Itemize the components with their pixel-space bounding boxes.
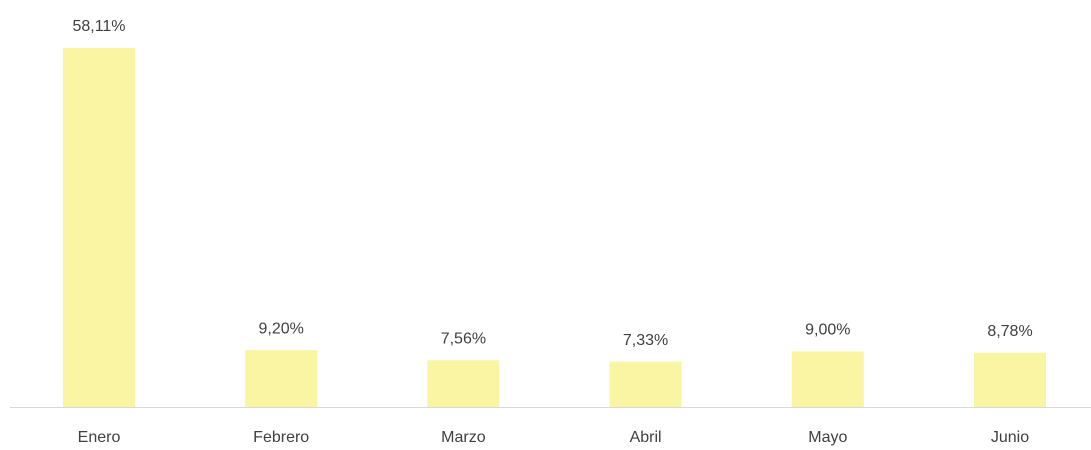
data-label: 58,11% (72, 18, 125, 35)
data-label: 8,78% (987, 323, 1032, 340)
bar (609, 361, 682, 407)
bar (427, 360, 500, 407)
x-tick-label: Enero (78, 429, 121, 446)
x-tick-label: Mayo (808, 429, 847, 446)
bar (974, 352, 1046, 407)
bar (791, 351, 864, 407)
bar (245, 350, 318, 407)
x-tick-label: Febrero (253, 429, 309, 446)
data-label: 9,20% (259, 320, 304, 337)
x-tick-label: Abril (630, 429, 662, 446)
data-label: 7,56% (441, 331, 486, 348)
x-tick-label: Marzo (441, 429, 486, 446)
data-label: 7,33% (623, 332, 668, 349)
x-tick-label: Junio (991, 429, 1029, 446)
data-label: 9,00% (805, 322, 850, 339)
bar (63, 48, 135, 407)
